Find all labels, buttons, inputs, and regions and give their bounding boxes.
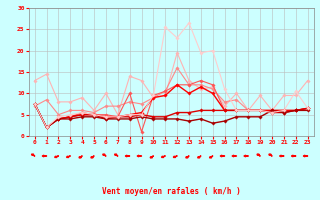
Text: Vent moyen/en rafales ( km/h ): Vent moyen/en rafales ( km/h ) [102,187,241,196]
